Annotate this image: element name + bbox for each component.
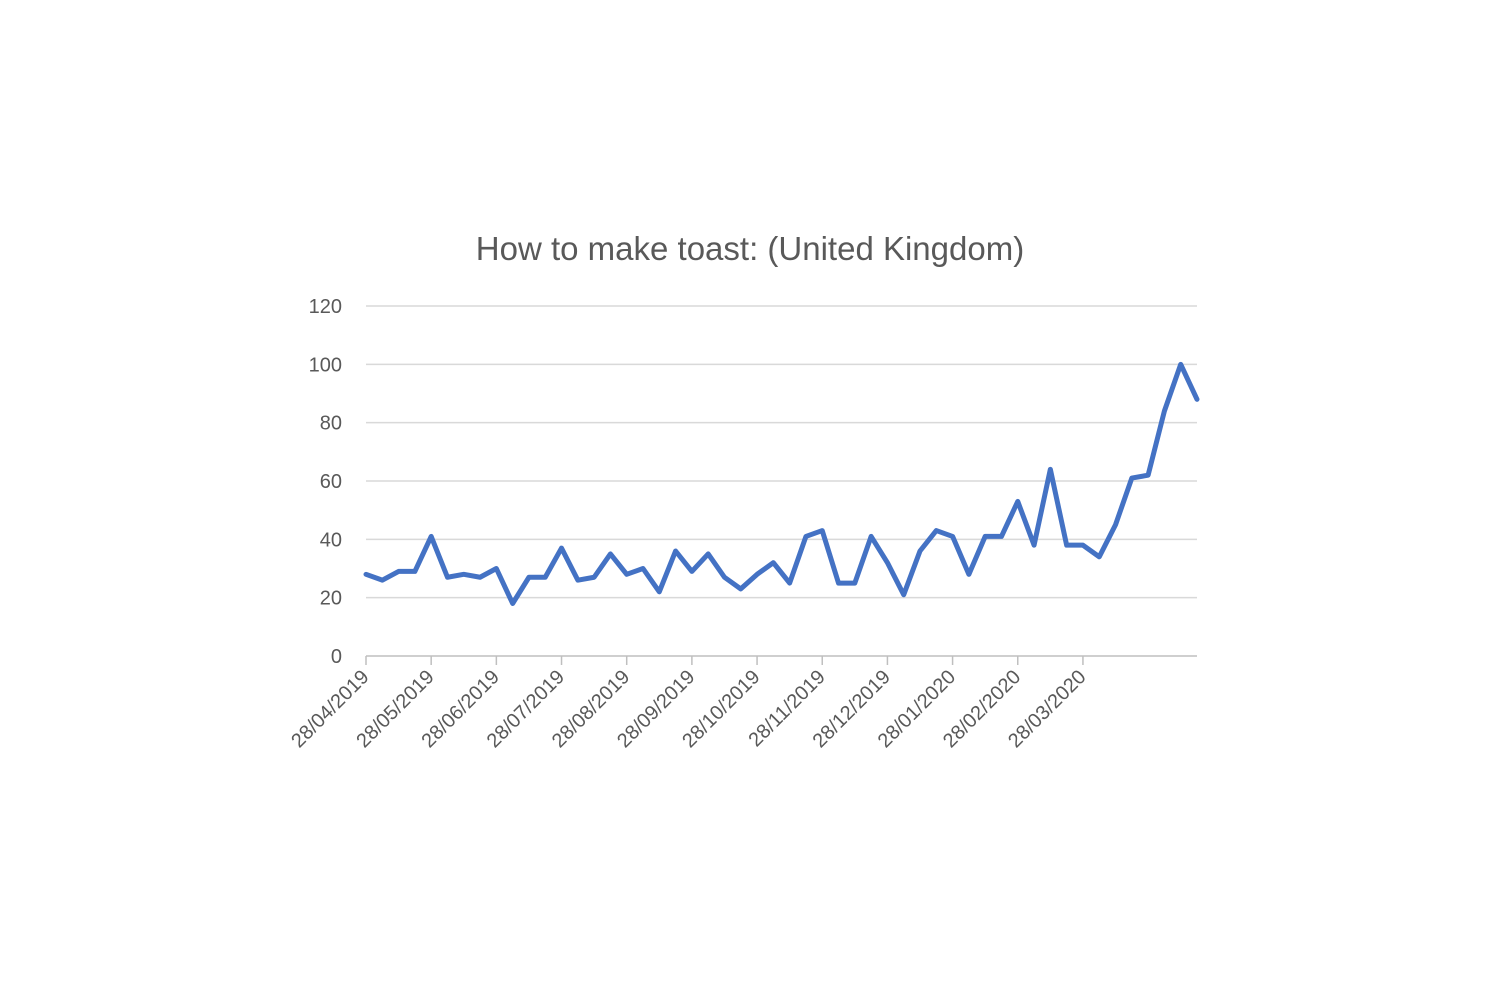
y-tick-label: 40 [320,529,342,551]
gridlines [366,305,1197,599]
x-axis: 28/04/201928/05/201928/06/201928/07/2019… [287,655,1197,752]
y-tick-label: 80 [320,413,342,435]
chart-title: How to make toast: (United Kingdom) [476,230,1024,267]
series-group [363,361,1200,606]
y-tick-label: 0 [331,646,342,668]
y-tick-label: 60 [320,471,342,493]
y-tick-label: 20 [320,588,342,610]
y-tick-label: 120 [309,296,342,318]
series-line [363,361,1200,606]
y-axis: 0 20 40 60 80 100 120 [309,296,342,668]
y-tick-label: 100 [309,354,342,376]
